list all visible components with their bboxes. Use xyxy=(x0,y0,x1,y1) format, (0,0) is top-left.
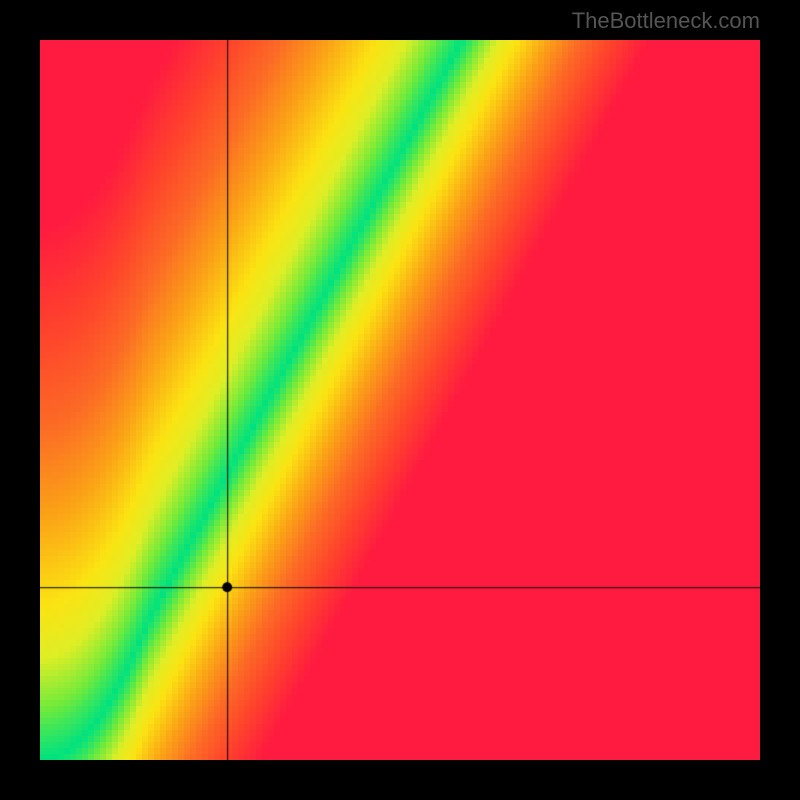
watermark-text: TheBottleneck.com xyxy=(572,8,760,34)
bottleneck-heatmap xyxy=(40,40,760,760)
